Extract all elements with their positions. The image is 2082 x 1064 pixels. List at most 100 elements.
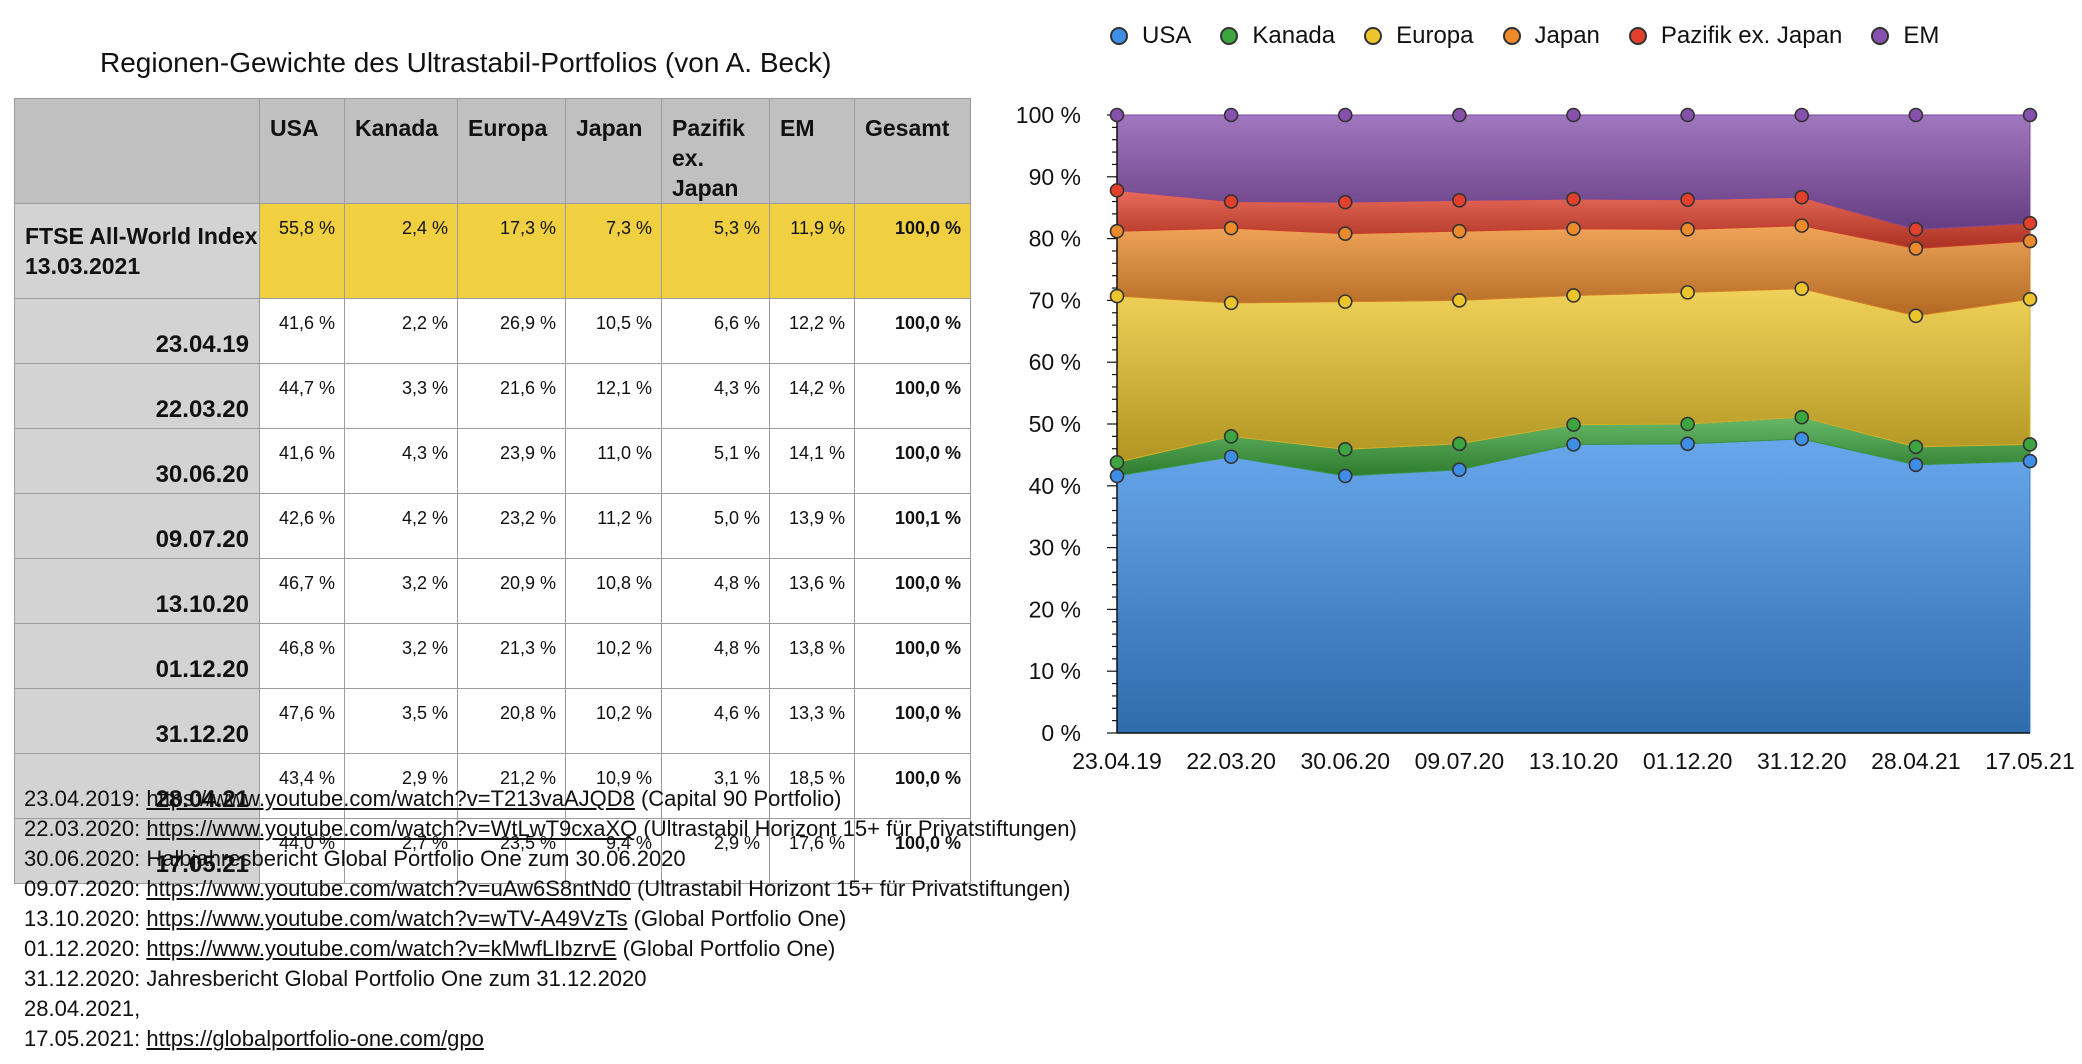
legend-swatch-icon: [1364, 27, 1383, 45]
row-cell: 18,5 %: [769, 753, 855, 819]
y-tick-label: 40 %: [1029, 473, 1081, 499]
footnote-line: 28.04.2021,: [24, 994, 1077, 1024]
ftse-cell: 2,4 %: [344, 203, 458, 299]
legend-item: USA: [1110, 22, 1191, 50]
y-tick-label: 0 %: [1041, 720, 1081, 746]
data-point-1: [1794, 409, 1810, 425]
data-point-4: [1337, 194, 1353, 210]
row-cell: 10,2 %: [565, 623, 662, 689]
row-cell: 21,2 %: [457, 753, 566, 819]
footnote-line: 23.04.2019: https://www.youtube.com/watc…: [24, 784, 1077, 814]
ftse-cell: 55,8 %: [259, 203, 345, 299]
row-cell: 44,7 %: [259, 363, 345, 429]
data-point-1: [1223, 429, 1239, 444]
data-point-2: [1680, 285, 1695, 300]
data-point-1: [1337, 442, 1353, 457]
x-tick-label: 09.07.20: [1415, 748, 1505, 774]
footnote-link[interactable]: https://www.youtube.com/watch?v=uAw6S8nt…: [146, 876, 631, 901]
data-point-3: [1337, 226, 1353, 241]
row-cell: 21,6 %: [457, 363, 566, 429]
row-cell: 3,1 %: [661, 753, 770, 819]
legend-item: Europa: [1364, 22, 1474, 50]
footnote-line: 22.03.2020: https://www.youtube.com/watc…: [24, 814, 1077, 844]
row-cell: 5,0 %: [661, 493, 770, 559]
row-cell: 5,1 %: [661, 428, 770, 494]
footnote-link[interactable]: https://www.youtube.com/watch?v=kMwfLIbz…: [146, 936, 617, 961]
ftse-label: FTSE All-World Index 13.03.2021: [14, 203, 260, 299]
footnote-link[interactable]: https://www.youtube.com/watch?v=T213vaAJ…: [146, 786, 635, 811]
data-point-0: [1794, 431, 1810, 447]
data-point-5: [1908, 107, 1924, 123]
data-point-4: [1223, 194, 1239, 209]
data-point-0: [1908, 457, 1924, 473]
header-europa: Europa: [457, 98, 566, 204]
legend-label: Kanada: [1252, 22, 1336, 49]
data-point-1: [1908, 439, 1924, 455]
data-point-3: [1452, 223, 1467, 239]
y-tick-label: 70 %: [1029, 287, 1081, 313]
legend-item: Kanada: [1220, 22, 1335, 50]
row-total: 100,0 %: [854, 753, 971, 819]
data-point-0: [1109, 468, 1125, 484]
row-cell: 46,7 %: [259, 558, 345, 624]
data-point-0: [1337, 468, 1353, 484]
x-tick-label: 13.10.20: [1529, 748, 1619, 774]
row-cell: 4,8 %: [661, 623, 770, 689]
x-tick-label: 31.12.20: [1757, 748, 1847, 774]
row-cell: 26,9 %: [457, 298, 566, 364]
footnote-link[interactable]: https://www.youtube.com/watch?v=wTV-A49V…: [146, 906, 628, 931]
y-tick-label: 100 %: [1016, 102, 1081, 128]
row-cell: 13,3 %: [769, 688, 855, 754]
footnote-text: 17.05.2021:: [24, 1026, 147, 1051]
row-date: 01.12.20: [14, 623, 260, 689]
row-total: 100,0 %: [854, 558, 971, 624]
data-point-2: [1794, 281, 1810, 296]
data-point-4: [1680, 192, 1695, 207]
data-point-2: [2022, 291, 2038, 307]
row-cell: 4,3 %: [661, 363, 770, 429]
y-tick-label: 60 %: [1029, 349, 1081, 375]
row-cell: 23,9 %: [457, 428, 566, 494]
x-tick-label: 17.05.21: [1985, 748, 2075, 774]
data-point-1: [2022, 437, 2038, 452]
row-total: 100,0 %: [854, 623, 971, 689]
row-cell: 13,6 %: [769, 558, 855, 624]
data-point-2: [1908, 308, 1924, 324]
row-date: 23.04.19: [14, 298, 260, 364]
x-tick-label: 23.04.19: [1072, 748, 1162, 774]
table-row: 28.04.21 43,4 % 2,9 % 21,2 % 10,9 % 3,1 % 18,5…: [14, 753, 971, 819]
row-total: 100,0 %: [854, 818, 971, 884]
y-tick-label: 10 %: [1029, 658, 1081, 684]
ftse-row: FTSE All-World Index 13.03.2021 55,8 % 2…: [14, 203, 971, 299]
data-point-5: [2022, 107, 2038, 123]
data-point-5: [1337, 107, 1353, 123]
footnote-suffix: (Global Portfolio One): [616, 936, 836, 961]
table-row: 30.06.20 41,6 % 4,3 % 23,9 % 11,0 % 5,1 % 14,1…: [14, 428, 971, 494]
footnote-link[interactable]: https://www.youtube.com/watch?v=WtLwT9cx…: [146, 816, 638, 841]
data-point-3: [1223, 220, 1239, 236]
header-pazifik: Pazifik ex. Japan: [661, 98, 770, 204]
data-point-4: [1452, 192, 1467, 208]
data-point-5: [1109, 107, 1125, 123]
row-cell: 13,8 %: [769, 623, 855, 689]
row-total: 100,0 %: [854, 363, 971, 429]
weights-table: USA Kanada Europa Japan Pazifik ex. Japa…: [14, 98, 971, 884]
row-cell: 47,6 %: [259, 688, 345, 754]
footnote-text: 30.06.2020: Halbjahresbericht Global Por…: [24, 846, 686, 871]
footnote-line: 13.10.2020: https://www.youtube.com/watc…: [24, 904, 1077, 934]
y-tick-label: 20 %: [1029, 596, 1081, 622]
row-cell: 2,9 %: [661, 818, 770, 884]
data-point-0: [1223, 449, 1239, 465]
footnote-text: 13.10.2020:: [24, 906, 147, 931]
chart-legend: USA Kanada Europa Japan Pazifik ex. Japan EM: [1110, 18, 1968, 54]
y-tick-label: 80 %: [1029, 226, 1081, 252]
data-point-5: [1223, 107, 1239, 123]
footnote-suffix: (Ultrastabil Horizont 15+ für Privatstif…: [637, 816, 1077, 841]
row-cell: 20,8 %: [457, 688, 566, 754]
footnote-link[interactable]: https://globalportfolio-one.com/gpo: [146, 1026, 484, 1051]
ftse-cell: 11,9 %: [769, 203, 855, 299]
legend-swatch-icon: [1628, 27, 1647, 45]
row-cell: 4,2 %: [344, 493, 458, 559]
row-cell: 10,2 %: [565, 688, 662, 754]
footnote-text: 09.07.2020:: [24, 876, 147, 901]
